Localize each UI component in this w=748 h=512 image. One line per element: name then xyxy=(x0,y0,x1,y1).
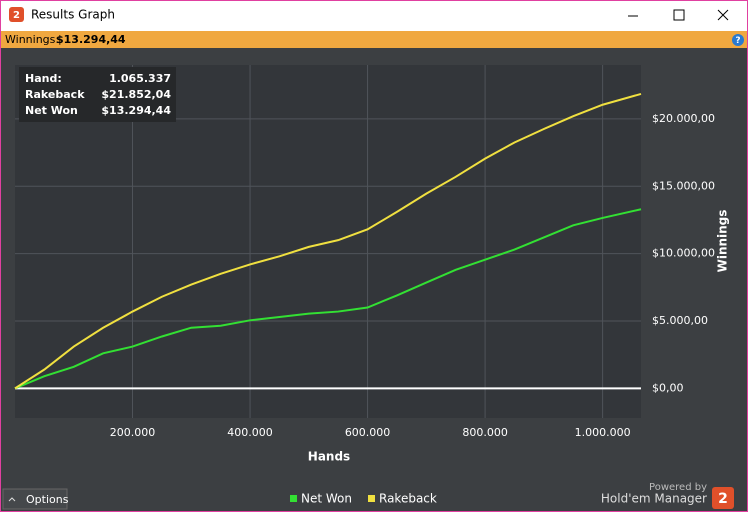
y-tick-label: $20.000,00 xyxy=(652,112,715,125)
legend-label: Rakeback xyxy=(379,492,437,506)
help-icon[interactable] xyxy=(732,34,744,46)
tooltip-label: Rakeback xyxy=(25,88,85,101)
app-icon-text: 2 xyxy=(13,10,20,21)
help-icon-text: ? xyxy=(735,36,740,46)
tooltip-value: $13.294,44 xyxy=(101,104,171,117)
tooltip xyxy=(19,67,176,122)
x-tick-label: 400.000 xyxy=(227,426,273,439)
x-axis-label: Hands xyxy=(308,450,350,464)
tooltip-label: Hand: xyxy=(25,72,62,85)
series-line xyxy=(14,208,642,390)
y-tick-label: $10.000,00 xyxy=(652,247,715,260)
brand-logo-text: 2 xyxy=(718,491,728,507)
maximize-button[interactable] xyxy=(673,9,685,21)
title-bar xyxy=(1,1,747,31)
legend-swatch xyxy=(290,495,297,502)
summary-value: $13.294,44 xyxy=(56,33,126,46)
window-title: Results Graph xyxy=(31,8,115,22)
y-tick-label: $15.000,00 xyxy=(652,179,715,192)
tooltip-value: $21.852,04 xyxy=(101,88,171,101)
y-tick-label: $5.000,00 xyxy=(652,314,708,327)
x-tick-label: 1.000.000 xyxy=(575,426,631,439)
x-tick-label: 800.000 xyxy=(462,426,508,439)
options-button[interactable] xyxy=(2,488,68,510)
legend-label: Net Won xyxy=(301,492,352,506)
summary-label: Winnings: xyxy=(5,33,59,46)
brand: Hold'em Manager xyxy=(601,492,707,506)
y-tick-label: $0,00 xyxy=(652,381,684,394)
app-icon xyxy=(9,7,24,22)
brand-logo xyxy=(712,487,734,509)
series-line xyxy=(14,92,642,390)
tooltip-value: 1.065.337 xyxy=(109,72,171,85)
x-tick-label: 200.000 xyxy=(110,426,156,439)
y-axis-label: Winnings xyxy=(716,210,730,273)
x-tick-label: 600.000 xyxy=(345,426,391,439)
options-chevron xyxy=(8,497,16,502)
powered-by: Powered by xyxy=(649,482,707,493)
tooltip-label: Net Won xyxy=(25,104,78,117)
close-button[interactable] xyxy=(717,9,729,21)
options-text: Options xyxy=(26,493,69,506)
summary-bar xyxy=(1,31,747,48)
legend-swatch xyxy=(368,495,375,502)
